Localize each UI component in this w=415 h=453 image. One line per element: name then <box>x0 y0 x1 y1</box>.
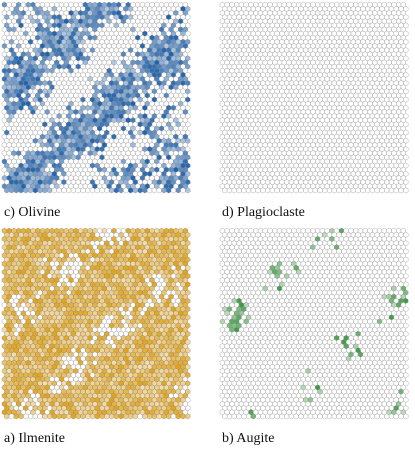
hex-cell <box>142 187 148 194</box>
hex-cell <box>32 187 38 194</box>
hex-cell <box>42 187 48 194</box>
hex-cell <box>322 187 328 194</box>
hex-cell <box>222 187 228 194</box>
hex-cell <box>137 187 143 194</box>
hex-cell <box>250 187 256 194</box>
hex-map <box>1 227 191 420</box>
hex-cell <box>161 187 167 194</box>
hex-cell <box>123 187 129 194</box>
hex-cell <box>279 187 285 194</box>
hex-cell <box>269 187 275 194</box>
hex-cell <box>379 187 385 194</box>
hex-cell <box>374 187 380 194</box>
hex-cell <box>128 187 134 194</box>
hex-cell <box>336 187 342 194</box>
hex-cell <box>151 187 157 194</box>
hex-cell <box>94 187 100 194</box>
hex-cell <box>156 187 162 194</box>
hex-cell <box>369 187 375 194</box>
hex-cell <box>89 187 96 194</box>
hex-cell <box>346 187 352 194</box>
hex-cell <box>85 187 91 194</box>
hex-cell <box>75 187 81 194</box>
hex-cell <box>37 187 43 194</box>
hex-cell <box>293 187 299 194</box>
hex-cell <box>312 187 318 194</box>
hex-cell <box>147 187 153 194</box>
hex-cell <box>18 187 24 194</box>
hex-cell <box>231 187 237 194</box>
hex-cell <box>274 187 280 194</box>
hex-cell <box>284 187 290 194</box>
hex-cell <box>47 187 53 194</box>
hex-cell <box>180 187 186 194</box>
hex-cell <box>317 187 323 194</box>
hex-cell <box>341 187 347 194</box>
hex-map <box>1 1 191 194</box>
hex-cell <box>51 187 57 194</box>
hex-cell <box>246 187 252 194</box>
hex-cell <box>255 187 261 194</box>
hex-cell <box>166 187 172 194</box>
hex-cell <box>104 187 110 194</box>
hex-cell <box>28 187 34 194</box>
hex-cell <box>384 187 390 194</box>
hex-cell <box>360 187 366 194</box>
hex-cell <box>13 187 19 194</box>
hex-cell <box>288 187 295 194</box>
hex-cell <box>4 187 10 194</box>
hex-cell <box>298 187 304 194</box>
hex-cell <box>326 187 333 194</box>
hex-cell <box>265 187 271 194</box>
hex-cell <box>393 187 399 194</box>
hex-cell <box>260 187 266 194</box>
panel-caption: d) Plagioclaste <box>222 205 305 220</box>
hex-cell <box>307 187 314 194</box>
hex-cell <box>365 187 371 194</box>
hex-cell <box>350 187 356 194</box>
hex-cell <box>61 187 67 194</box>
panel-caption: c) Olivine <box>4 205 60 220</box>
hex-cell <box>398 187 404 194</box>
hex-cell <box>170 187 177 194</box>
hex-cell <box>403 187 409 194</box>
hex-cell <box>226 187 233 194</box>
hex-cell <box>80 187 86 194</box>
hex-cell <box>303 187 309 194</box>
hex-cell <box>241 187 247 194</box>
hex-cell <box>118 187 124 194</box>
hex-cell <box>185 187 191 194</box>
hex-cell <box>175 187 181 194</box>
hex-cell <box>108 187 115 194</box>
hex-cell <box>23 187 29 194</box>
hex-cell <box>132 187 138 194</box>
hex-cell <box>113 187 119 194</box>
hex-cell <box>56 187 62 194</box>
hex-cell <box>70 187 77 194</box>
hex-cell <box>236 187 242 194</box>
hex-cell <box>66 187 72 194</box>
hex-cell <box>331 187 337 194</box>
hex-cell <box>355 187 361 194</box>
hex-cell <box>388 187 395 194</box>
hex-cell <box>99 187 105 194</box>
hex-cell <box>8 187 15 194</box>
hex-map <box>219 1 409 194</box>
